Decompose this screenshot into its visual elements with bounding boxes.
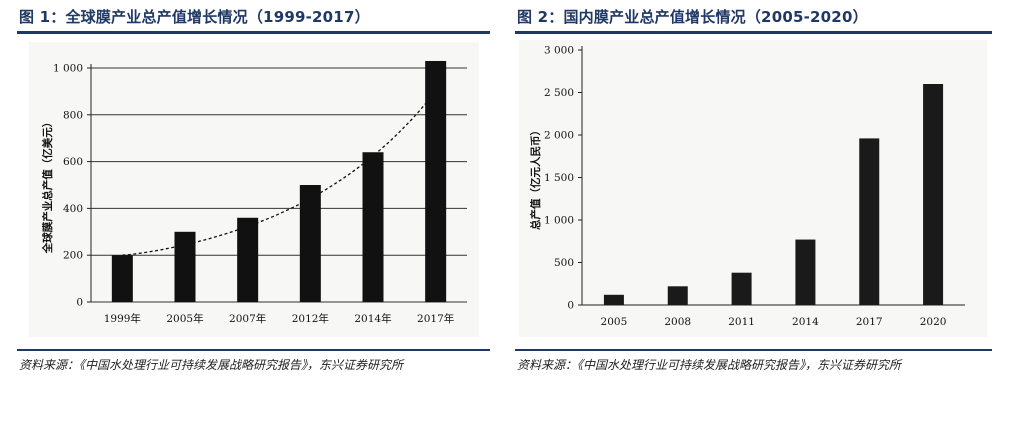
- figure-2-y-axis-label: 总产值（亿元人民币）: [529, 125, 542, 230]
- figure-2-x-tick-label: 2020: [920, 316, 947, 328]
- figure-2-source: 资料来源：《中国水处理行业可持续发展战略研究报告》，东兴证券研究所: [517, 358, 902, 372]
- figure-2-y-tick-label: 0: [567, 300, 574, 312]
- figure-1-bar: [362, 152, 384, 302]
- figure-1-chart: 0 200 400 600 800 1 000 1999年 2005年 2007年 2012年 20…: [41, 60, 467, 325]
- figure-1-x-tick-label: 2012年: [292, 312, 329, 325]
- figure-2-title: 图 2：国内膜产业总产值增长情况（2005-2020）: [517, 8, 868, 26]
- figure-2-bar: [667, 286, 688, 305]
- figure-1-bar: [425, 60, 447, 303]
- figure-1-title: 图 1：全球膜产业总产值增长情况（1999-2017）: [19, 8, 370, 26]
- figure-2-bar: [731, 272, 752, 305]
- figure-2-bar: [603, 294, 624, 305]
- figure-1-y-axis-label: 全球膜产业总产值（亿美元）: [41, 117, 54, 255]
- figure-1-bar: [174, 231, 196, 302]
- figure-1-title-rule: [17, 31, 490, 34]
- figure-2-bar: [795, 239, 816, 305]
- figure-1-y-tick-label: 0: [76, 297, 83, 309]
- figure-2-title-rule: [515, 31, 992, 34]
- figure-1-y-tick-label: 1 000: [53, 63, 83, 75]
- figure-2-y-tick-label: 3 000: [544, 45, 574, 57]
- figure-2-bar: [923, 84, 944, 305]
- figure-1-source: 资料来源：《中国水处理行业可持续发展战略研究报告》，东兴证券研究所: [19, 358, 404, 372]
- figure-2-chart: 0 500 1 000 1 500 2 000 2 500 3 000 2005 2008 201…: [529, 45, 965, 328]
- figure-1-plot: 0 200 400 600 800 1 000 1999年 2005年 2007年 2012年 20…: [29, 42, 479, 337]
- figure-2-x-tick-label: 2005: [601, 316, 628, 328]
- figure-1-source-rule: [17, 349, 490, 351]
- figure-1-y-tick-label: 800: [63, 109, 83, 121]
- figure-1-y-tick-label: 400: [63, 203, 83, 215]
- figure-1-y-tick-label: 200: [63, 250, 83, 262]
- figure-2-y-tick-label: 2 500: [544, 87, 574, 99]
- figure-1-bar: [237, 217, 259, 302]
- figure-1-x-tick-label: 2007年: [229, 312, 266, 325]
- figure-2-bar: [859, 138, 880, 305]
- figure-1-bar: [299, 185, 321, 302]
- figure-2-x-tick-label: 2017: [856, 316, 883, 328]
- figure-1-x-tick-label: 2017年: [417, 312, 454, 325]
- figure-2-y-tick-label: 1 000: [544, 215, 574, 227]
- figure-2-plot: 0 500 1 000 1 500 2 000 2 500 3 000 2005 2008 201…: [519, 40, 987, 337]
- figure-2-y-tick-label: 1 500: [544, 172, 574, 184]
- figure-1-y-tick-label: 600: [63, 156, 83, 168]
- figure-1-x-tick-label: 2014年: [354, 312, 391, 325]
- figure-2-x-tick-label: 2011: [728, 316, 755, 328]
- figure-2-x-tick-label: 2014: [792, 316, 819, 328]
- figure-2-y-tick-label: 500: [554, 257, 574, 269]
- figure-1-trend-line: [122, 90, 437, 256]
- figure-2-x-tick-label: 2008: [664, 316, 691, 328]
- figure-1-bar: [111, 255, 133, 302]
- figure-2-y-tick-label: 2 000: [544, 130, 574, 142]
- figure-2-source-rule: [515, 349, 992, 351]
- figure-1-x-tick-label: 2005年: [166, 312, 203, 325]
- figure-1-x-tick-label: 1999年: [104, 312, 141, 325]
